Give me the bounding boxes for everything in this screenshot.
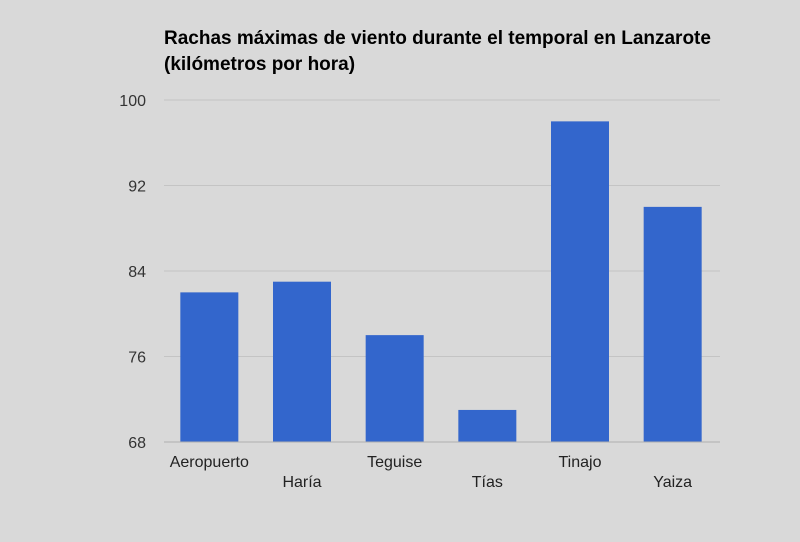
x-tick-label: Haría (282, 474, 321, 491)
bar-teguise (365, 335, 424, 442)
y-tick-label: 76 (128, 350, 146, 367)
y-tick-label: 68 (128, 435, 146, 452)
x-tick-label: Tías (472, 474, 503, 491)
bar-yaiza (643, 206, 702, 442)
y-tick-label: 92 (128, 179, 146, 196)
x-tick-label: Yaiza (653, 474, 692, 491)
x-tick-label: Tinajo (559, 454, 602, 471)
bar-aeropuerto (180, 292, 239, 442)
x-tick-label: Aeropuerto (170, 454, 249, 471)
chart-title: Rachas máximas de viento durante el temp… (164, 28, 711, 75)
bar-haria (273, 281, 331, 442)
bar-tinajo (551, 121, 609, 442)
x-tick-label: Teguise (367, 454, 422, 471)
bar-tias (458, 409, 517, 442)
y-tick-label: 84 (128, 264, 146, 281)
y-tick-label: 100 (119, 93, 146, 110)
